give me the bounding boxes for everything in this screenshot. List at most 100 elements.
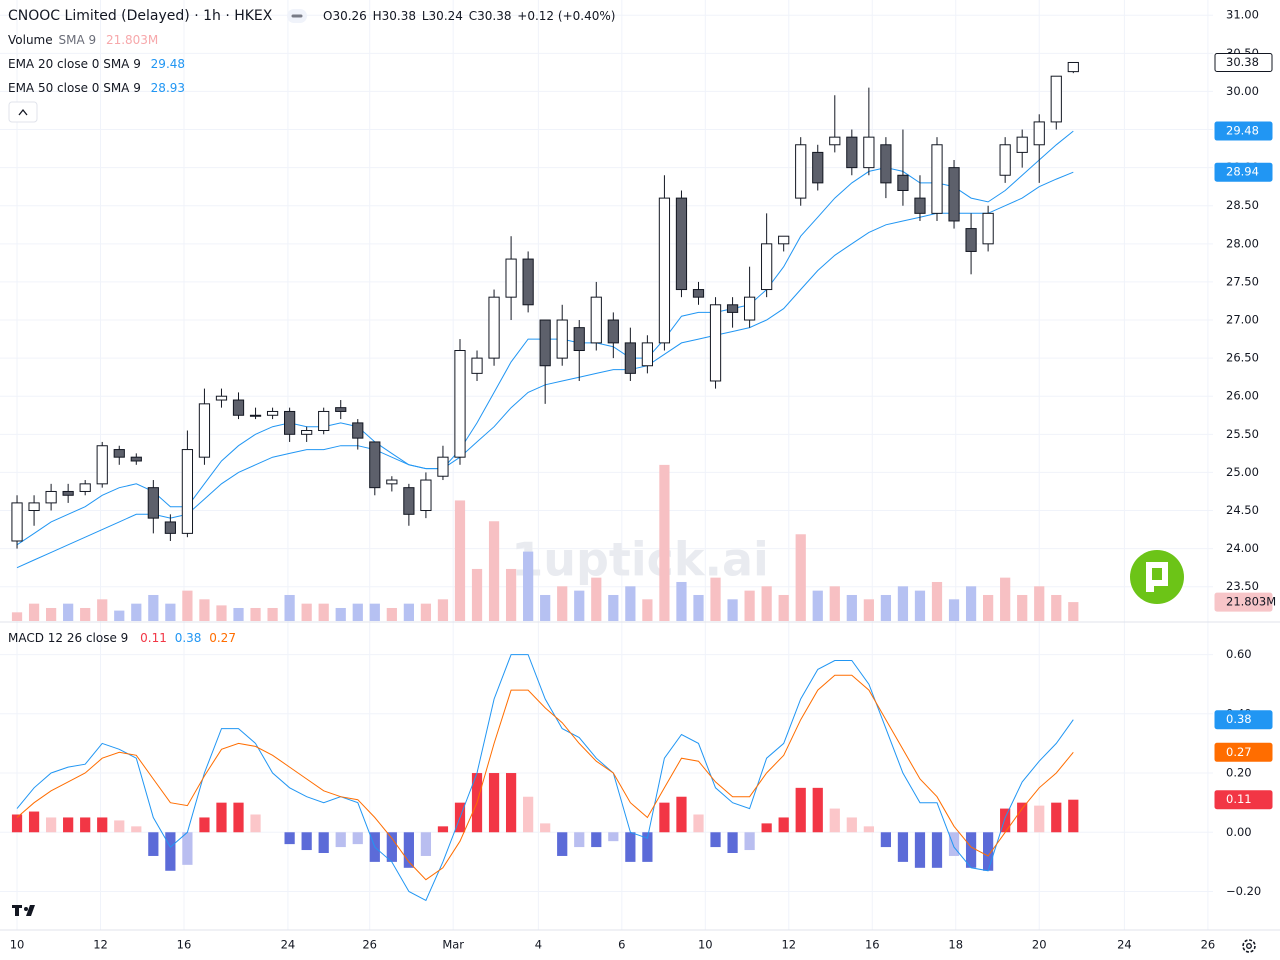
candle-body: [658, 197, 671, 344]
x-tick-label: 4: [535, 938, 542, 952]
volume-bar: [1068, 602, 1079, 621]
ohlc-low: L30.24: [422, 9, 463, 23]
histogram-bar: [880, 832, 892, 848]
candle-body: [539, 319, 551, 367]
candle-body: [965, 228, 977, 252]
histogram-bar: [45, 817, 57, 833]
histogram-bar: [1051, 802, 1062, 833]
histogram-bar: [557, 832, 568, 856]
candle-body: [215, 395, 228, 401]
candle-body: [709, 304, 722, 382]
candle-body: [249, 414, 262, 417]
candle-body: [471, 357, 483, 374]
volume-bar: [28, 603, 40, 621]
histogram-bar: [608, 832, 619, 842]
histogram-badge-bg: [1214, 790, 1273, 810]
volume-bar: [97, 599, 108, 621]
candle-body: [147, 487, 159, 519]
ohlc-values: O30.26 H30.38 L30.24 C30.38 +0.12 (+0.40…: [323, 9, 615, 23]
tradingview-logo[interactable]: [12, 905, 35, 916]
macd-line: [16, 654, 1074, 902]
settings-button[interactable]: [1242, 939, 1256, 953]
histogram-bar: [420, 832, 432, 856]
candle-body: [1050, 75, 1062, 123]
volume-bar: [250, 607, 261, 621]
candle-body: [726, 304, 739, 313]
candle-body: [743, 296, 756, 321]
y-tick-label: 24.00: [1226, 541, 1259, 555]
candle-body: [79, 483, 91, 492]
collapse-legend-button[interactable]: [8, 101, 38, 123]
ema20-badge: 29.48: [1226, 124, 1259, 138]
candle-body: [266, 410, 279, 416]
histogram-bar: [216, 802, 227, 833]
y-tick-label: 0.20: [1226, 766, 1252, 780]
histogram-bar: [182, 832, 193, 865]
candle-body: [198, 403, 211, 458]
histogram-bar: [131, 826, 142, 833]
signal-badge: 0.27: [1226, 745, 1252, 759]
legend-signal-value: 0.27: [209, 631, 236, 645]
volume-bar: [880, 594, 892, 621]
x-tick-label: 12: [781, 938, 796, 952]
histogram-bar: [505, 773, 517, 833]
volume-bar: [1017, 594, 1028, 621]
candle-body: [352, 422, 364, 439]
y-tick-label: 26.50: [1226, 351, 1259, 365]
visibility-toggle[interactable]: [287, 9, 307, 23]
legend-macd-value: 0.38: [175, 631, 202, 645]
histogram-bar: [63, 817, 74, 833]
volume-bar: [914, 590, 926, 621]
volume-bar: [948, 599, 960, 621]
candle-body: [232, 399, 245, 416]
histogram-bar: [523, 796, 534, 833]
histogram-bar: [1068, 799, 1079, 833]
macd-legend: MACD 12 26 close 9 0.11 0.38 0.27: [8, 631, 236, 645]
ema50-badge: 28.94: [1226, 165, 1259, 179]
candle-body: [130, 456, 142, 462]
legend-name: Volume: [8, 33, 53, 47]
volume-bar: [795, 534, 806, 621]
candle-body: [607, 319, 619, 344]
histogram-bar: [1000, 808, 1011, 833]
histogram-bar: [97, 817, 108, 833]
volume-bar: [182, 590, 193, 621]
histogram-bar: [386, 832, 397, 862]
volume-bar: [131, 603, 142, 621]
volume-bar: [931, 581, 943, 621]
candle-body: [880, 144, 892, 184]
histogram-bar: [318, 832, 329, 853]
volume-bar: [744, 590, 755, 621]
volume-bar: [284, 594, 295, 621]
legend-histogram-value: 0.11: [140, 631, 167, 645]
histogram-bar: [250, 814, 261, 833]
volume-bar: [471, 568, 483, 621]
candle-body: [437, 456, 449, 477]
candle-body: [761, 243, 773, 291]
candle-body: [11, 502, 23, 542]
y-tick-label: 25.00: [1226, 465, 1259, 479]
volume-bar: [591, 577, 602, 621]
histogram-bar: [761, 823, 772, 833]
y-tick-label: 27.00: [1226, 313, 1259, 327]
y-tick-label: 30.00: [1226, 84, 1259, 98]
volume-bar: [267, 607, 278, 621]
volume-bar: [897, 586, 909, 621]
x-tick-label: 16: [865, 938, 880, 952]
symbol-title: CNOOC Limited (Delayed) · 1h · HKEX: [8, 8, 273, 24]
histogram-bar: [335, 832, 346, 848]
last-price-badge: 30.38: [1226, 55, 1259, 69]
volume-bar: [846, 594, 857, 621]
candle-body: [369, 441, 381, 489]
histogram-bar: [846, 817, 857, 833]
ema20-badge-bg: [1214, 121, 1273, 141]
y-tick-label: 23.50: [1226, 579, 1259, 593]
volume-bar: [659, 464, 670, 621]
legend-value: 29.48: [151, 57, 185, 71]
legend-name: EMA 50 close 0 SMA 9: [8, 81, 141, 95]
y-tick-label: 26.00: [1226, 389, 1259, 403]
volume-bar: [216, 605, 227, 621]
histogram-bar: [28, 811, 40, 833]
histogram-bar: [233, 802, 244, 833]
